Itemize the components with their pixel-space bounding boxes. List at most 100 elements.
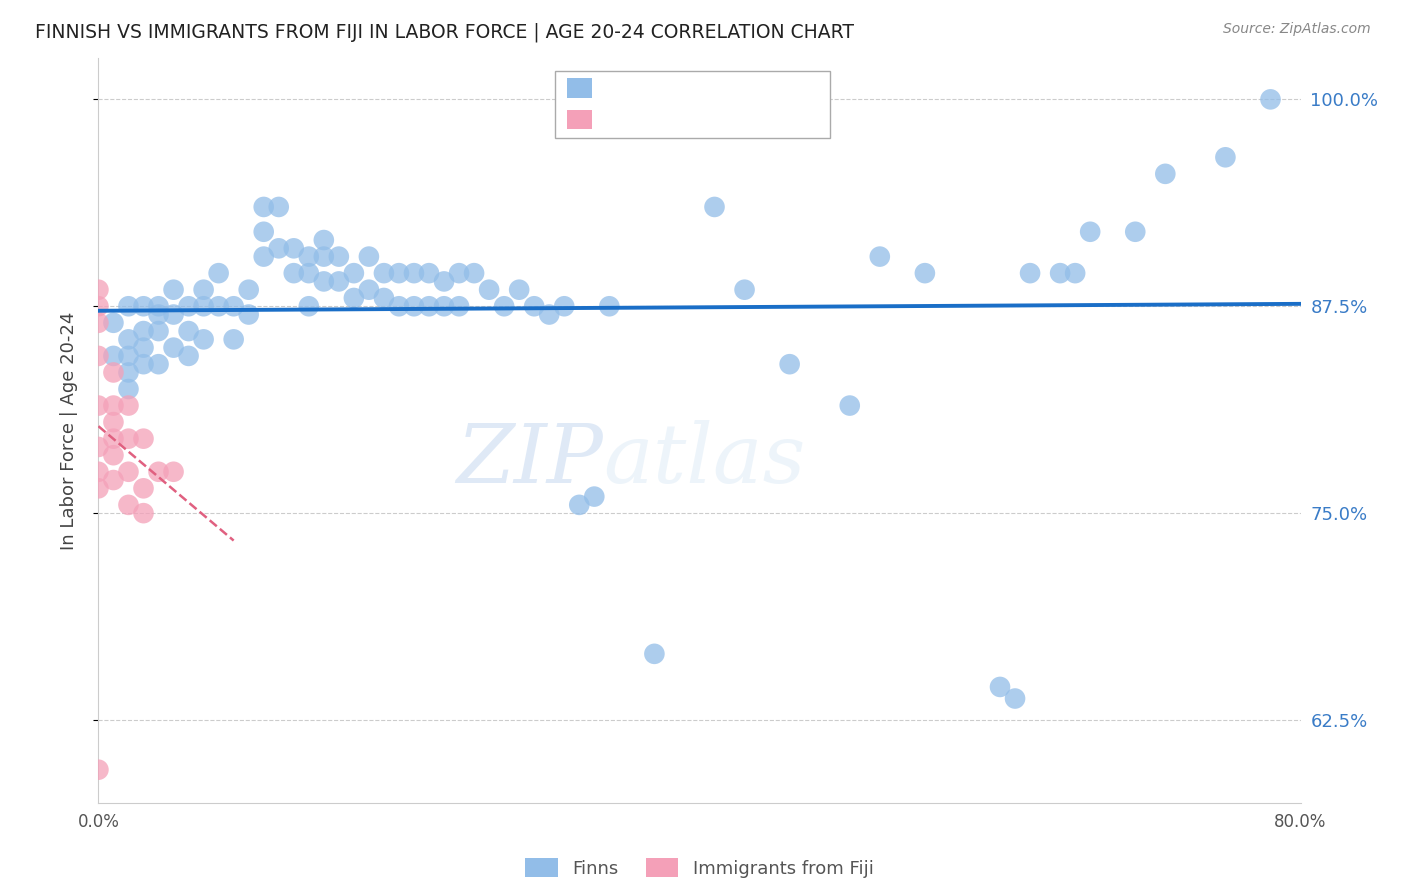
Point <box>388 299 411 313</box>
Point <box>1215 150 1237 164</box>
Point <box>132 299 155 313</box>
Text: R = 0.137   N = 24: R = 0.137 N = 24 <box>600 109 785 127</box>
Point <box>253 250 276 264</box>
Point <box>103 473 125 487</box>
Point <box>388 266 411 280</box>
Point <box>523 299 546 313</box>
Point <box>267 200 290 214</box>
Point <box>869 250 891 264</box>
Point <box>357 250 380 264</box>
Point <box>598 299 620 313</box>
Point <box>914 266 936 280</box>
Point <box>117 366 139 380</box>
Point <box>162 283 184 297</box>
Point <box>583 490 606 504</box>
Point <box>1064 266 1087 280</box>
Point <box>1049 266 1071 280</box>
Point <box>87 465 110 479</box>
Point <box>132 324 155 338</box>
Point <box>1078 225 1101 239</box>
Point <box>283 266 305 280</box>
Point <box>283 241 305 255</box>
Point <box>703 200 725 214</box>
Point <box>103 366 125 380</box>
Point <box>162 465 184 479</box>
Point <box>402 299 425 313</box>
Point <box>148 465 170 479</box>
Point <box>1123 225 1146 239</box>
Point <box>87 481 110 495</box>
Point <box>117 465 139 479</box>
Point <box>312 250 335 264</box>
Point <box>373 266 395 280</box>
Point <box>312 274 335 288</box>
Point <box>343 266 366 280</box>
Point <box>357 283 380 297</box>
Point <box>447 299 470 313</box>
Point <box>343 291 366 305</box>
Point <box>418 266 440 280</box>
Point <box>87 763 110 777</box>
Point <box>103 316 125 330</box>
Point <box>298 299 321 313</box>
Point <box>177 324 200 338</box>
Point <box>148 324 170 338</box>
Point <box>734 283 756 297</box>
Point <box>267 241 290 255</box>
Point <box>253 200 276 214</box>
Point <box>494 299 516 313</box>
Point <box>402 266 425 280</box>
Point <box>148 299 170 313</box>
Point <box>148 308 170 322</box>
Point <box>779 357 801 371</box>
Text: R = 0.417   N = 88: R = 0.417 N = 88 <box>600 80 785 98</box>
Point <box>193 332 215 346</box>
Point <box>433 274 456 288</box>
Point <box>177 299 200 313</box>
Point <box>103 448 125 462</box>
Point <box>418 299 440 313</box>
Point <box>988 680 1011 694</box>
Point <box>193 299 215 313</box>
Point <box>222 299 245 313</box>
Point <box>117 399 139 413</box>
Point <box>117 498 139 512</box>
Point <box>132 341 155 355</box>
Point <box>87 349 110 363</box>
Point <box>177 349 200 363</box>
Point <box>87 316 110 330</box>
Point <box>103 415 125 429</box>
Point <box>447 266 470 280</box>
Point <box>238 308 260 322</box>
Point <box>103 399 125 413</box>
Point <box>132 481 155 495</box>
Point <box>117 332 139 346</box>
Point <box>87 399 110 413</box>
Legend: Finns, Immigrants from Fiji: Finns, Immigrants from Fiji <box>519 851 880 885</box>
Point <box>1260 92 1282 106</box>
Point <box>132 432 155 446</box>
Point <box>538 308 561 322</box>
Point <box>132 357 155 371</box>
Point <box>328 274 350 288</box>
Point <box>1154 167 1177 181</box>
Point <box>433 299 456 313</box>
Point <box>162 308 184 322</box>
Point <box>838 399 860 413</box>
Point <box>87 283 110 297</box>
Point <box>478 283 501 297</box>
Point <box>1004 691 1026 706</box>
Point <box>87 440 110 454</box>
Point <box>298 250 321 264</box>
Point <box>103 349 125 363</box>
Point <box>193 283 215 297</box>
Point <box>253 225 276 239</box>
Text: FINNISH VS IMMIGRANTS FROM FIJI IN LABOR FORCE | AGE 20-24 CORRELATION CHART: FINNISH VS IMMIGRANTS FROM FIJI IN LABOR… <box>35 22 855 42</box>
Point <box>117 432 139 446</box>
Point <box>373 291 395 305</box>
Point <box>148 357 170 371</box>
Point <box>117 349 139 363</box>
Text: atlas: atlas <box>603 420 806 500</box>
Point <box>222 332 245 346</box>
Point <box>208 299 231 313</box>
